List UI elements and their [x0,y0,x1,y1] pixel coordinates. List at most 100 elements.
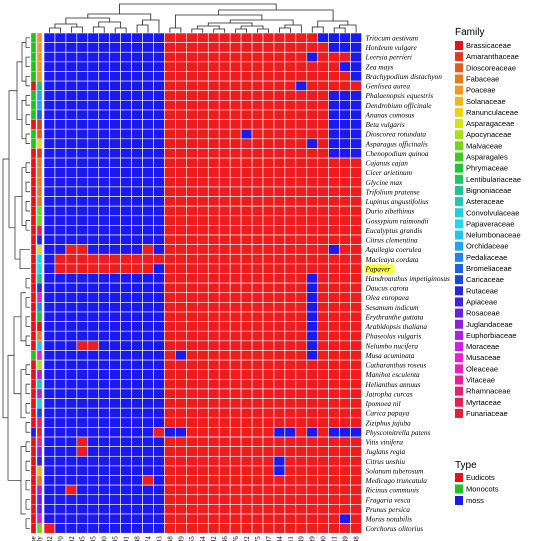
heatmap-cell [306,215,319,226]
heatmap-cell [142,455,154,467]
heatmap-cell [262,186,275,197]
family-track-cell [36,71,43,82]
heatmap-cell [109,359,121,370]
heatmap-cell [43,388,56,399]
heatmap-cell [273,398,286,409]
heatmap-cell [120,302,132,313]
heatmap-cell [175,80,187,92]
heatmap-cell [76,186,89,197]
family-track-cell [36,61,43,72]
heatmap-cell [54,388,67,399]
heatmap-cell [109,90,121,101]
heatmap-cell [218,282,231,294]
heatmap-cell [197,148,209,159]
heatmap-cell [175,513,187,524]
heatmap-cell [153,71,165,82]
heatmap-cell [186,427,198,438]
row-label: Fragaria vesca [365,495,411,504]
heatmap-cell [87,253,100,265]
heatmap-cell [317,475,329,486]
heatmap-cell [339,407,351,419]
heatmap-cell [284,369,297,380]
heatmap-cell [207,292,220,303]
heatmap-cell [207,148,220,159]
heatmap-cell [43,186,56,197]
dendrogram-branch [235,28,247,33]
heatmap-cell [284,215,297,226]
heatmap-cell [197,427,209,438]
heatmap-cell [175,321,187,332]
heatmap-cell [350,523,362,534]
heatmap-cell [164,157,176,168]
heatmap-cell [120,417,132,428]
heatmap-cell [76,215,89,226]
heatmap-cell [262,369,275,380]
heatmap-cell [317,292,329,303]
heatmap-cell [273,359,286,370]
heatmap-cell [109,292,121,303]
heatmap-cell [328,484,340,496]
heatmap-cell [142,340,154,351]
heatmap-cell [229,436,242,447]
heatmap-cell [295,513,308,524]
type-track-cell [30,138,37,149]
heatmap-cell [240,90,253,101]
heatmap-cell [54,302,67,313]
heatmap-cell [76,350,89,361]
heatmap-cell [262,234,275,245]
heatmap-cell [295,80,308,92]
heatmap-cell [262,388,275,399]
heatmap-cell [339,225,351,236]
heatmap-cell [76,340,89,351]
heatmap-cell [317,398,329,409]
heatmap-cell [339,109,351,120]
heatmap-cell [109,80,121,92]
heatmap-cell [98,90,110,101]
heatmap-cell [109,42,121,53]
heatmap-cell [87,321,100,332]
heatmap-cell [339,398,351,409]
dendrogram-branch [25,422,30,433]
heatmap-cell [273,340,286,351]
column-label: K00274 [145,536,152,541]
heatmap-cell [240,513,253,524]
heatmap-cell [317,128,329,140]
heatmap-cell [273,186,286,197]
row-label: Manihot esculenta [365,370,420,379]
heatmap-cell [186,302,198,313]
heatmap-cell [43,475,56,486]
heatmap-cell [54,455,67,467]
family-legend-label: Funariaceae [466,409,508,418]
column-label: K21692 [69,536,76,541]
heatmap-cell [131,340,143,351]
heatmap-cell [87,292,100,303]
family-legend-label: Convolvulaceae [466,208,519,217]
family-track-cell [36,129,43,139]
heatmap-cell [142,292,154,303]
heatmap-cell [295,302,308,313]
family-legend-swatch [455,308,463,318]
heatmap-cell [306,90,319,101]
family-legend-swatch [455,286,463,296]
heatmap-cell [207,417,220,428]
heatmap-cell [350,205,362,217]
heatmap-cell [98,225,110,236]
annotation-track-label: Family [36,536,44,541]
heatmap-cell [164,100,176,111]
heatmap-cell [295,321,308,332]
heatmap-cell [273,109,286,120]
heatmap-cell [240,436,253,447]
heatmap-cell [186,51,198,63]
heatmap-cell [65,427,78,438]
type-legend-swatch [455,484,463,494]
heatmap-cell [328,292,340,303]
heatmap-cell [98,42,110,53]
heatmap-cell [350,71,362,82]
heatmap-cell [175,475,187,486]
heatmap-cell [229,513,242,524]
heatmap-cell [98,465,110,476]
heatmap-cell [207,369,220,380]
heatmap-cell [262,51,275,63]
heatmap-cell [43,167,56,178]
